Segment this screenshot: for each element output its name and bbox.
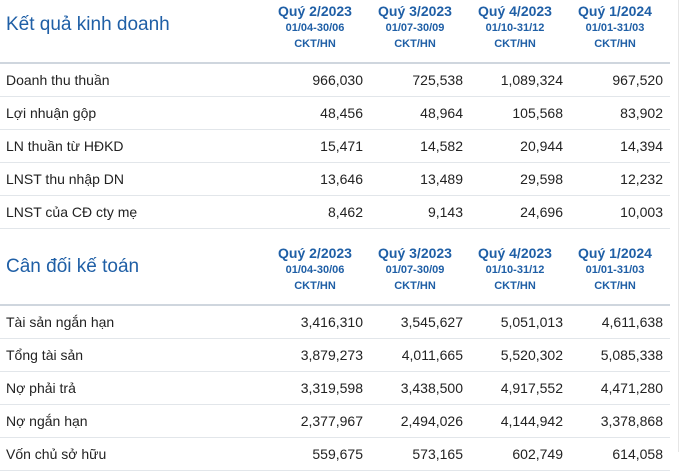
table-row: LNST thu nhập DN 13,646 13,489 29,598 12… bbox=[0, 163, 670, 196]
table-row: Doanh thu thuần 966,030 725,538 1,089,32… bbox=[0, 64, 670, 97]
column-header-q4-2023[interactable]: Quý 4/2023 01/10-31/12 CKT/HN bbox=[465, 245, 565, 294]
cell-value: 15,471 bbox=[320, 138, 363, 154]
cell-value: 20,944 bbox=[520, 138, 563, 154]
cell-value: 48,456 bbox=[320, 105, 363, 121]
column-range: 01/01-31/03 bbox=[585, 264, 645, 276]
cell-value: 14,394 bbox=[620, 138, 663, 154]
column-audit: CKT/HN bbox=[494, 38, 536, 50]
cell-value: 966,030 bbox=[312, 72, 363, 88]
column-quarter: Quý 4/2023 bbox=[478, 3, 552, 19]
column-quarter: Quý 3/2023 bbox=[378, 3, 452, 19]
table-row: Nợ phải trả 3,319,598 3,438,500 4,917,55… bbox=[0, 372, 670, 405]
cell-value: 614,058 bbox=[612, 446, 663, 462]
column-header-q1-2024[interactable]: Quý 1/2024 01/01-31/03 CKT/HN bbox=[565, 245, 665, 294]
cell-value: 83,902 bbox=[620, 105, 663, 121]
cell-value: 602,749 bbox=[512, 446, 563, 462]
scrollbar-edge bbox=[678, 0, 679, 452]
column-audit: CKT/HN bbox=[294, 38, 336, 50]
column-audit: CKT/HN bbox=[494, 280, 536, 292]
column-audit: CKT/HN bbox=[394, 280, 436, 292]
row-label[interactable]: Nợ ngắn hạn bbox=[6, 413, 88, 429]
cell-value: 14,582 bbox=[420, 138, 463, 154]
cell-value: 4,144,942 bbox=[500, 413, 563, 429]
column-header-q3-2023[interactable]: Quý 3/2023 01/07-30/09 CKT/HN bbox=[365, 245, 465, 294]
cell-value: 12,232 bbox=[620, 171, 663, 187]
column-audit: CKT/HN bbox=[594, 38, 636, 50]
cell-value: 29,598 bbox=[520, 171, 563, 187]
column-quarter: Quý 2/2023 bbox=[278, 3, 352, 19]
cell-value: 725,538 bbox=[412, 72, 463, 88]
column-range: 01/01-31/03 bbox=[585, 22, 645, 34]
column-range: 01/10-31/12 bbox=[485, 264, 545, 276]
column-range: 01/04-30/06 bbox=[285, 22, 345, 34]
cell-value: 4,011,665 bbox=[401, 347, 463, 363]
row-label[interactable]: Doanh thu thuần bbox=[6, 72, 110, 88]
row-label[interactable]: Tài sản ngắn hạn bbox=[6, 314, 115, 330]
row-label[interactable]: LN thuần từ HĐKD bbox=[6, 138, 124, 154]
table-row: LN thuần từ HĐKD 15,471 14,582 20,944 14… bbox=[0, 130, 670, 163]
column-header-q2-2023[interactable]: Quý 2/2023 01/04-30/06 CKT/HN bbox=[265, 3, 365, 52]
cell-value: 3,879,273 bbox=[300, 347, 363, 363]
row-label[interactable]: Tổng tài sản bbox=[6, 347, 84, 363]
column-quarter: Quý 1/2024 bbox=[578, 3, 652, 19]
table-row: LNST của CĐ cty mẹ 8,462 9,143 24,696 10… bbox=[0, 196, 670, 229]
cell-value: 9,143 bbox=[427, 204, 463, 220]
cell-value: 13,489 bbox=[420, 171, 463, 187]
column-audit: CKT/HN bbox=[294, 280, 336, 292]
column-header-q4-2023[interactable]: Quý 4/2023 01/10-31/12 CKT/HN bbox=[465, 3, 565, 52]
table-row: Lợi nhuận gộp 48,456 48,964 105,568 83,9… bbox=[0, 97, 670, 130]
column-audit: CKT/HN bbox=[594, 280, 636, 292]
column-header-q1-2024[interactable]: Quý 1/2024 01/01-31/03 CKT/HN bbox=[565, 3, 665, 52]
column-audit: CKT/HN bbox=[394, 38, 436, 50]
row-label[interactable]: Vốn chủ sở hữu bbox=[6, 446, 107, 462]
business-results-header: Kết quả kinh doanh Quý 2/2023 01/04-30/0… bbox=[0, 0, 670, 64]
row-label[interactable]: Nợ phải trả bbox=[6, 380, 76, 396]
cell-value: 2,494,026 bbox=[400, 413, 463, 429]
table-row: Tài sản ngắn hạn 3,416,310 3,545,627 5,0… bbox=[0, 306, 670, 339]
cell-value: 48,964 bbox=[420, 105, 463, 121]
cell-value: 105,568 bbox=[512, 105, 563, 121]
table-row: Vốn chủ sở hữu 559,675 573,165 602,749 6… bbox=[0, 438, 670, 471]
column-quarter: Quý 3/2023 bbox=[378, 245, 452, 261]
cell-value: 559,675 bbox=[312, 446, 363, 462]
cell-value: 4,471,280 bbox=[600, 380, 663, 396]
column-range: 01/04-30/06 bbox=[285, 264, 345, 276]
cell-value: 4,611,638 bbox=[601, 314, 663, 330]
table-row: Nợ ngắn hạn 2,377,967 2,494,026 4,144,94… bbox=[0, 405, 670, 438]
cell-value: 3,319,598 bbox=[300, 380, 363, 396]
cell-value: 5,520,302 bbox=[500, 347, 563, 363]
cell-value: 8,462 bbox=[327, 204, 363, 220]
column-header-q3-2023[interactable]: Quý 3/2023 01/07-30/09 CKT/HN bbox=[365, 3, 465, 52]
cell-value: 13,646 bbox=[320, 171, 363, 187]
cell-value: 5,051,013 bbox=[500, 314, 563, 330]
column-quarter: Quý 1/2024 bbox=[578, 245, 652, 261]
cell-value: 3,545,627 bbox=[400, 314, 463, 330]
row-label[interactable]: Lợi nhuận gộp bbox=[6, 105, 97, 121]
column-range: 01/07-30/09 bbox=[385, 22, 445, 34]
balance-sheet-header: Cân đối kế toán Quý 2/2023 01/04-30/06 C… bbox=[0, 242, 670, 306]
cell-value: 3,438,500 bbox=[400, 380, 463, 396]
cell-value: 24,696 bbox=[520, 204, 563, 220]
column-header-q2-2023[interactable]: Quý 2/2023 01/04-30/06 CKT/HN bbox=[265, 245, 365, 294]
cell-value: 3,416,310 bbox=[300, 314, 363, 330]
balance-sheet-section: Cân đối kế toán Quý 2/2023 01/04-30/06 C… bbox=[0, 242, 670, 471]
business-results-section: Kết quả kinh doanh Quý 2/2023 01/04-30/0… bbox=[0, 0, 670, 229]
cell-value: 5,085,338 bbox=[600, 347, 663, 363]
column-quarter: Quý 4/2023 bbox=[478, 245, 552, 261]
cell-value: 3,378,868 bbox=[600, 413, 663, 429]
cell-value: 4,917,552 bbox=[500, 380, 563, 396]
table-row: Tổng tài sản 3,879,273 4,011,665 5,520,3… bbox=[0, 339, 670, 372]
cell-value: 2,377,967 bbox=[300, 413, 363, 429]
section-title: Cân đối kế toán bbox=[6, 256, 140, 277]
cell-value: 573,165 bbox=[412, 446, 463, 462]
cell-value: 967,520 bbox=[612, 72, 663, 88]
column-range: 01/10-31/12 bbox=[485, 22, 545, 34]
column-range: 01/07-30/09 bbox=[385, 264, 445, 276]
cell-value: 1,089,324 bbox=[500, 72, 563, 88]
column-quarter: Quý 2/2023 bbox=[278, 245, 352, 261]
cell-value: 10,003 bbox=[620, 204, 663, 220]
section-title: Kết quả kinh doanh bbox=[6, 14, 170, 35]
row-label[interactable]: LNST thu nhập DN bbox=[6, 171, 125, 187]
row-label[interactable]: LNST của CĐ cty mẹ bbox=[6, 204, 138, 220]
